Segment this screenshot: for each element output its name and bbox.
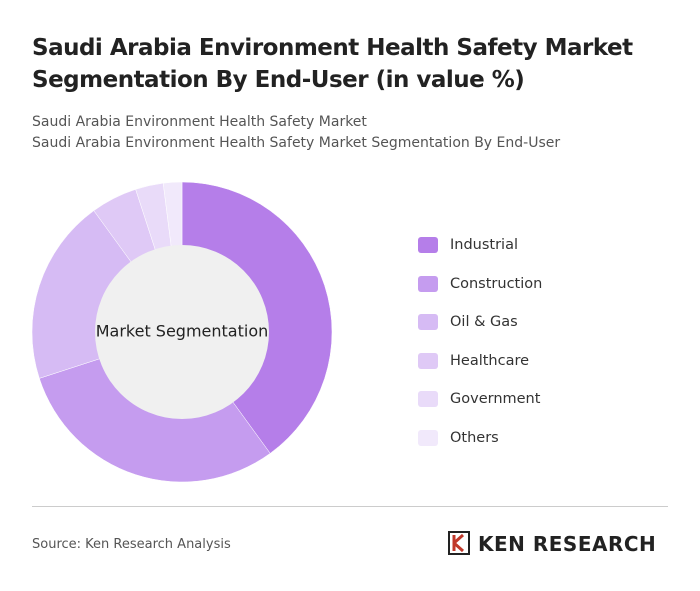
subtitle: Saudi Arabia Environment Health Safety M… (32, 114, 367, 130)
legend-label: Government (450, 391, 541, 408)
legend-item: Others (418, 419, 542, 458)
source: Source: Ken Research Analysis (32, 537, 231, 552)
divider (32, 506, 668, 507)
legend-swatch (418, 275, 438, 292)
legend-item: Government (418, 380, 542, 419)
legend-label: Oil & Gas (450, 314, 518, 331)
legend-swatch (418, 429, 438, 446)
legend-item: Oil & Gas (418, 303, 542, 342)
legend: Industrial Construction Oil & Gas Healthcar… (418, 226, 542, 457)
chart-title: Saudi Arabia Environment Health Safety M… (32, 35, 633, 93)
logo-icon (448, 531, 470, 555)
center-label: Market Segmentation (96, 322, 269, 341)
legend-swatch (418, 352, 438, 369)
brand: KEN RESEARCH (478, 532, 657, 556)
donut-chart: Market Segmentation (31, 181, 333, 483)
legend-label: Construction (450, 275, 543, 292)
legend-swatch (418, 237, 438, 254)
legend-label: Others (450, 429, 499, 446)
legend-swatch (418, 391, 438, 408)
legend-swatch (418, 314, 438, 331)
legend-label: Healthcare (450, 352, 530, 369)
legend-item: Industrial (418, 226, 542, 265)
donut-hole (95, 245, 269, 419)
legend-item: Healthcare (418, 342, 542, 381)
legend-label: Industrial (450, 237, 519, 254)
subtitle: Saudi Arabia Environment Health Safety M… (32, 135, 561, 151)
legend-item: Construction (418, 265, 542, 304)
